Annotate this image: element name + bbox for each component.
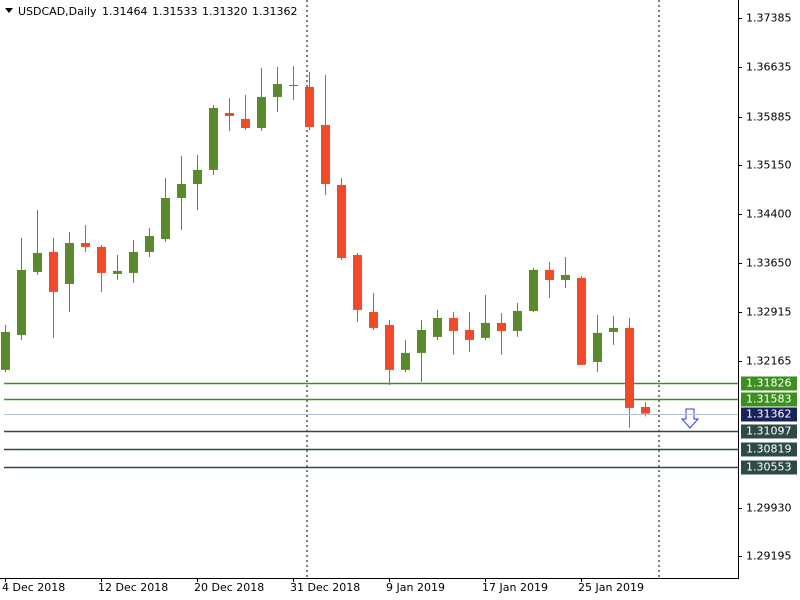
x-tick-label: 31 Dec 2018	[290, 581, 360, 594]
y-tick-label: 1.29930	[746, 502, 792, 515]
level-label-box	[741, 424, 797, 439]
ohlc-high: 1.31533	[152, 5, 198, 18]
candle-body	[305, 86, 314, 127]
candle-body	[625, 327, 634, 408]
candle-body	[449, 317, 458, 331]
candle-body	[401, 352, 410, 370]
y-tick-label: 1.36635	[746, 61, 792, 74]
candle-body	[225, 112, 234, 117]
y-tick-label: 1.32165	[746, 355, 792, 368]
candle-body	[17, 269, 26, 335]
candle-body	[513, 310, 522, 331]
y-tick-label: 1.35885	[746, 111, 792, 124]
y-tick-label: 1.33650	[746, 257, 792, 270]
ohlc-open: 1.31464	[102, 5, 148, 18]
level-label-box	[741, 460, 797, 475]
candle-body	[113, 270, 122, 274]
candle-body	[641, 406, 650, 414]
candle-body	[481, 322, 490, 338]
y-tick-label: 1.32915	[746, 306, 792, 319]
x-tick-label: 20 Dec 2018	[194, 581, 264, 594]
candle-body	[289, 85, 298, 87]
y-tick-label: 1.37385	[746, 12, 792, 25]
ohlc-low: 1.31320	[202, 5, 248, 18]
y-tick-label: 1.35150	[746, 159, 792, 172]
x-tick-label: 9 Jan 2019	[386, 581, 445, 594]
level-label: 1.30553	[746, 461, 792, 474]
candle-body	[161, 197, 170, 239]
level-label-box	[741, 376, 797, 391]
candle-body	[369, 311, 378, 328]
candle-body	[33, 252, 42, 272]
candle-body	[257, 96, 266, 128]
level-label: 1.31583	[746, 393, 792, 406]
x-tick-label: 17 Jan 2019	[482, 581, 548, 594]
ohlc-close: 1.31362	[252, 5, 298, 18]
candle-body	[433, 317, 442, 337]
candle-body	[577, 277, 586, 365]
ohlc-header: 1.31464 1.31533 1.31320 1.31362	[102, 5, 298, 18]
candle-body	[49, 251, 58, 292]
candle-body	[465, 329, 474, 340]
current-price-box	[741, 407, 797, 422]
candle-body	[193, 169, 202, 184]
candle-body	[545, 269, 554, 280]
candle-body	[337, 184, 346, 258]
level-label: 1.31097	[746, 425, 792, 438]
candle-body	[65, 242, 74, 284]
candle-body	[417, 329, 426, 353]
menu-triangle[interactable]	[5, 8, 13, 13]
current-price-label: 1.31362	[746, 408, 792, 421]
x-tick-label: 25 Jan 2019	[578, 581, 644, 594]
candle-body	[209, 107, 218, 170]
candle-body	[593, 332, 602, 362]
candle-body	[273, 84, 282, 97]
candle-body	[353, 254, 362, 310]
candle-body	[497, 322, 506, 331]
chart-title: USDCAD,Daily	[18, 5, 97, 18]
x-tick-label: 4 Dec 2018	[2, 581, 65, 594]
candle-body	[145, 235, 154, 252]
level-label: 1.30819	[746, 443, 792, 456]
candle-body	[81, 242, 90, 247]
level-label-box	[741, 442, 797, 457]
candle-body	[529, 269, 538, 311]
sell-arrow	[680, 408, 700, 429]
level-label: 1.31826	[746, 377, 792, 390]
candle-body	[561, 274, 570, 280]
candle-body	[177, 183, 186, 198]
candle-body	[321, 125, 330, 184]
y-tick-label: 1.34400	[746, 208, 792, 221]
x-tick-label: 12 Dec 2018	[98, 581, 168, 594]
candle-body	[609, 327, 618, 332]
candle-body	[385, 324, 394, 370]
y-tick-label: 1.29195	[746, 550, 792, 563]
candle-body	[129, 251, 138, 273]
candle-body	[241, 118, 250, 128]
candle-body	[1, 331, 10, 370]
level-label-box	[741, 392, 797, 407]
candle-body	[97, 246, 106, 273]
